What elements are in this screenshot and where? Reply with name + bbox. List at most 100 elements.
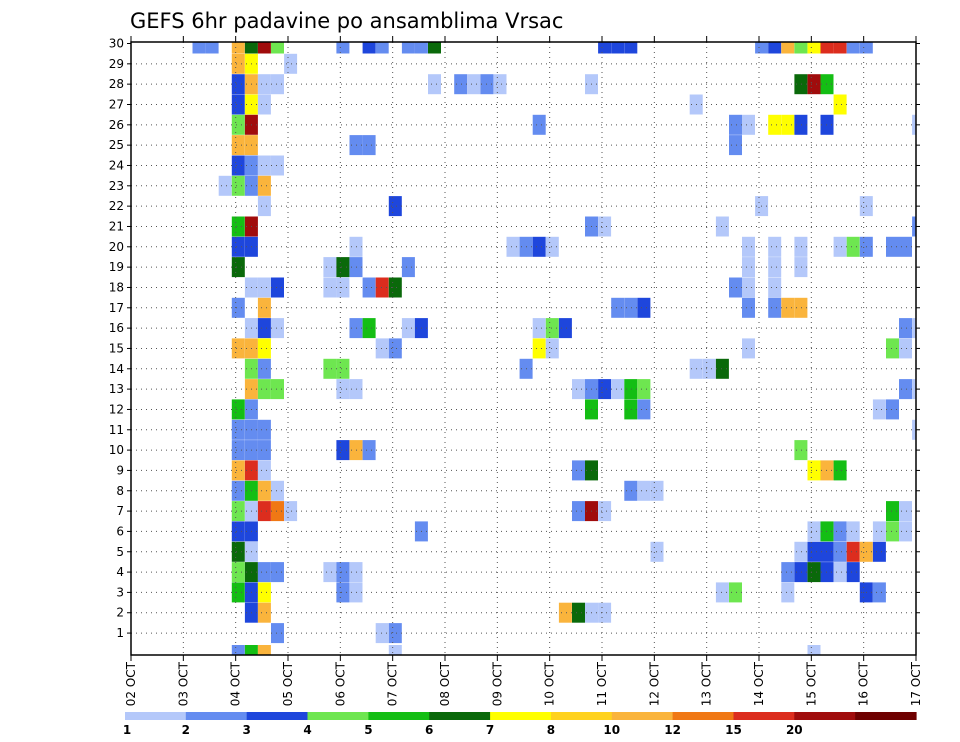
axes: 1234567891011121314151617181920212223242… xyxy=(109,36,923,706)
colorbar-label: 1 xyxy=(123,723,131,737)
heatmap-cell xyxy=(768,236,782,257)
heatmap-cell xyxy=(768,297,782,318)
heatmap-cell xyxy=(807,74,821,95)
heatmap-cell xyxy=(362,42,376,54)
heatmap-cell xyxy=(624,480,638,501)
y-tick-label: 1 xyxy=(116,626,124,640)
heatmap-cell xyxy=(938,379,951,399)
heatmap-cell xyxy=(375,338,389,359)
x-tick-label: 07 OCT xyxy=(386,661,400,706)
heatmap-cell xyxy=(257,460,271,481)
heatmap-cell xyxy=(833,562,847,583)
heatmap-cell xyxy=(244,42,258,54)
heatmap-cell xyxy=(336,582,350,603)
heatmap-cell xyxy=(231,216,245,237)
heatmap-cell xyxy=(558,602,572,623)
heatmap-cell xyxy=(257,196,271,217)
heatmap-cell xyxy=(572,602,585,623)
heatmap-cells xyxy=(192,42,960,655)
heatmap-cell xyxy=(231,562,245,583)
x-tick-label: 12 OCT xyxy=(647,661,661,706)
heatmap-cell xyxy=(807,460,821,481)
heatmap-cell xyxy=(794,74,808,95)
heatmap-cell xyxy=(637,480,651,501)
heatmap-cell xyxy=(572,460,585,481)
x-tick-label: 13 OCT xyxy=(700,661,714,706)
heatmap-cell xyxy=(912,318,916,339)
heatmap-cell xyxy=(257,562,271,583)
heatmap-cell xyxy=(872,399,886,420)
heatmap-cell xyxy=(323,257,337,278)
y-tick-label: 4 xyxy=(116,565,124,579)
heatmap-cell xyxy=(833,521,847,542)
x-tick-label: 14 OCT xyxy=(752,661,766,706)
heatmap-cell xyxy=(362,135,376,156)
heatmap-cell xyxy=(271,379,284,400)
heatmap-cell xyxy=(925,115,938,135)
heatmap-cell xyxy=(231,440,245,461)
y-tick-label: 8 xyxy=(116,484,124,498)
heatmap-cell xyxy=(886,338,899,359)
colorbar-segment xyxy=(125,712,187,720)
colorbar-label: 15 xyxy=(725,723,742,737)
heatmap-cell xyxy=(702,358,716,379)
colorbar-label: 3 xyxy=(243,723,251,737)
heatmap-cell xyxy=(257,175,271,196)
heatmap-cell xyxy=(271,74,284,95)
heatmap-cell xyxy=(257,338,271,359)
heatmap-cell xyxy=(794,297,808,318)
heatmap-cell xyxy=(231,541,245,562)
heatmap-cell xyxy=(257,419,271,440)
heatmap-cell xyxy=(899,521,912,542)
heatmap-cell xyxy=(768,257,782,278)
y-tick-label: 5 xyxy=(116,545,124,559)
heatmap-cell xyxy=(886,521,899,542)
heatmap-cell xyxy=(532,318,546,339)
heatmap-cell xyxy=(899,501,912,522)
heatmap-cell xyxy=(257,602,271,623)
heatmap-cell xyxy=(545,338,559,359)
heatmap-cell xyxy=(872,541,886,562)
heatmap-cell xyxy=(231,175,245,196)
y-tick-label: 9 xyxy=(116,463,124,477)
heatmap-cell xyxy=(257,318,271,339)
heatmap-cell xyxy=(572,501,585,522)
heatmap-cell xyxy=(401,42,415,54)
heatmap-cell xyxy=(624,42,638,54)
x-tick-label: 03 OCT xyxy=(176,661,190,706)
heatmap-cell xyxy=(401,318,415,339)
heatmap-cell xyxy=(742,338,755,359)
y-tick-label: 21 xyxy=(109,219,124,233)
heatmap-cell xyxy=(794,114,808,135)
x-tick-label: 02 OCT xyxy=(124,661,138,706)
heatmap-cell xyxy=(951,521,960,541)
heatmap-cell xyxy=(192,42,206,54)
y-tick-label: 26 xyxy=(109,118,124,132)
x-tick-label: 17 OCT xyxy=(909,661,923,706)
heatmap-cell xyxy=(271,155,284,176)
heatmap-cell xyxy=(375,42,389,54)
heatmap-cell xyxy=(428,42,441,54)
heatmap-cell xyxy=(218,175,232,196)
heatmap-cell xyxy=(742,277,755,298)
heatmap-cell xyxy=(794,541,808,562)
heatmap-cell xyxy=(336,358,350,379)
heatmap-cell xyxy=(231,155,245,176)
heatmap-cell xyxy=(532,236,546,257)
heatmap-cell xyxy=(231,645,245,655)
heatmap-cell xyxy=(715,582,729,603)
heatmap-cell xyxy=(323,358,337,379)
x-tick-label: 10 OCT xyxy=(543,661,557,706)
y-tick-label: 27 xyxy=(109,97,124,111)
heatmap-cell xyxy=(375,623,389,644)
heatmap-cell xyxy=(951,135,960,155)
heatmap-cell xyxy=(231,114,245,135)
heatmap-cell xyxy=(846,236,860,257)
heatmap-cell xyxy=(271,318,284,339)
colorbar-segment xyxy=(611,712,674,720)
heatmap-cell xyxy=(414,42,428,54)
heatmap-cell xyxy=(362,440,376,461)
heatmap-cell xyxy=(794,257,808,278)
y-tick-label: 12 xyxy=(109,402,124,416)
heatmap-cell xyxy=(729,582,742,603)
